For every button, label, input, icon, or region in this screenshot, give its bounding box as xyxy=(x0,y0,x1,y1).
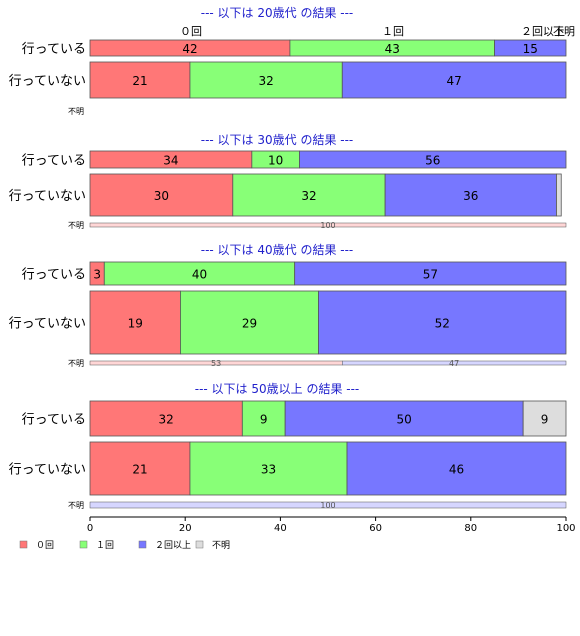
column-header: １回 xyxy=(382,25,404,38)
data-label: 34 xyxy=(163,154,178,168)
x-tick-label: 80 xyxy=(464,523,477,534)
row-label: 行っている xyxy=(22,154,86,169)
row-label: 不明 xyxy=(68,359,84,368)
data-label: 9 xyxy=(260,413,268,427)
bar-segment xyxy=(89,222,567,228)
data-label: 36 xyxy=(463,189,478,203)
row-label: 行っている xyxy=(22,413,86,428)
data-label: 10 xyxy=(268,154,283,168)
bar-segment xyxy=(232,173,386,217)
panel-title: --- 以下は 40歳代 の結果 --- xyxy=(201,243,354,257)
data-label: 47 xyxy=(449,359,459,368)
row-label: 行っていない xyxy=(9,463,86,478)
data-label: 29 xyxy=(242,317,257,331)
data-label: 15 xyxy=(523,42,538,56)
bar-segment xyxy=(522,400,567,437)
bar-segment xyxy=(189,61,343,99)
row-label: 行っている xyxy=(22,268,86,283)
data-label: 100 xyxy=(320,501,335,510)
row-label: 行っていない xyxy=(9,317,86,332)
data-label: 50 xyxy=(397,413,412,427)
bar-segment xyxy=(241,400,286,437)
bar-segment xyxy=(318,290,567,355)
bar-segment xyxy=(89,501,567,509)
data-label: 3 xyxy=(93,268,101,282)
data-label: 56 xyxy=(425,154,440,168)
x-tick-label: 0 xyxy=(87,523,93,534)
data-label: 32 xyxy=(301,189,316,203)
bar-segment xyxy=(341,61,567,99)
bar-segment xyxy=(342,360,567,366)
data-label: 32 xyxy=(159,413,174,427)
bar-segment xyxy=(346,441,567,496)
row-label: 不明 xyxy=(68,501,84,510)
bar-segment xyxy=(294,261,567,286)
bar-segment xyxy=(89,61,191,99)
bar-segment xyxy=(189,441,348,496)
data-label: 33 xyxy=(261,463,276,477)
column-header: ０回 xyxy=(180,25,202,38)
data-label: 30 xyxy=(154,189,169,203)
legend-swatch xyxy=(19,540,28,549)
data-label: 19 xyxy=(128,317,143,331)
row-label: 行っていない xyxy=(9,74,86,89)
legend-label: 不明 xyxy=(212,540,230,551)
panel-title: --- 以下は 20歳代 の結果 --- xyxy=(201,6,354,20)
row-label: 不明 xyxy=(68,221,84,230)
panel-title: --- 以下は 30歳代 の結果 --- xyxy=(201,133,354,147)
data-label: 40 xyxy=(192,268,207,282)
bar-segment xyxy=(284,400,524,437)
data-label: 47 xyxy=(446,74,461,88)
legend-swatch xyxy=(138,540,147,549)
bar-segment xyxy=(299,150,567,169)
legend-swatch xyxy=(79,540,88,549)
legend-label: １回 xyxy=(96,540,114,551)
column-header: 不明 xyxy=(553,25,575,38)
data-label: 46 xyxy=(449,463,464,477)
legend-label: ２回以上 xyxy=(155,540,191,551)
data-label: 43 xyxy=(385,42,400,56)
data-label: 21 xyxy=(132,74,147,88)
bar-segment xyxy=(180,290,319,355)
x-tick-label: 100 xyxy=(556,523,575,534)
panel-title: --- 以下は 50歳以上 の結果 --- xyxy=(195,382,360,396)
data-label: 52 xyxy=(435,317,450,331)
column-header: ２回以上 xyxy=(521,25,565,38)
data-label: 57 xyxy=(423,268,438,282)
data-label: 32 xyxy=(258,74,273,88)
row-label: 行っていない xyxy=(9,189,86,204)
x-tick-label: 60 xyxy=(369,523,382,534)
x-tick-label: 20 xyxy=(179,523,192,534)
data-label: 100 xyxy=(320,221,335,230)
legend-label: ０回 xyxy=(36,540,54,551)
data-label: 53 xyxy=(211,359,221,368)
bar-segment xyxy=(494,39,567,57)
row-label: 不明 xyxy=(68,107,84,116)
data-label: 9 xyxy=(541,413,549,427)
bar-segment xyxy=(89,173,234,217)
data-label: 21 xyxy=(132,463,147,477)
x-tick-label: 40 xyxy=(274,523,287,534)
bar-segment xyxy=(556,173,562,217)
data-label: 42 xyxy=(182,42,197,56)
legend-swatch xyxy=(195,540,204,549)
bar-segment xyxy=(89,400,243,437)
row-label: 行っている xyxy=(22,42,86,57)
bar-segment xyxy=(89,290,181,355)
